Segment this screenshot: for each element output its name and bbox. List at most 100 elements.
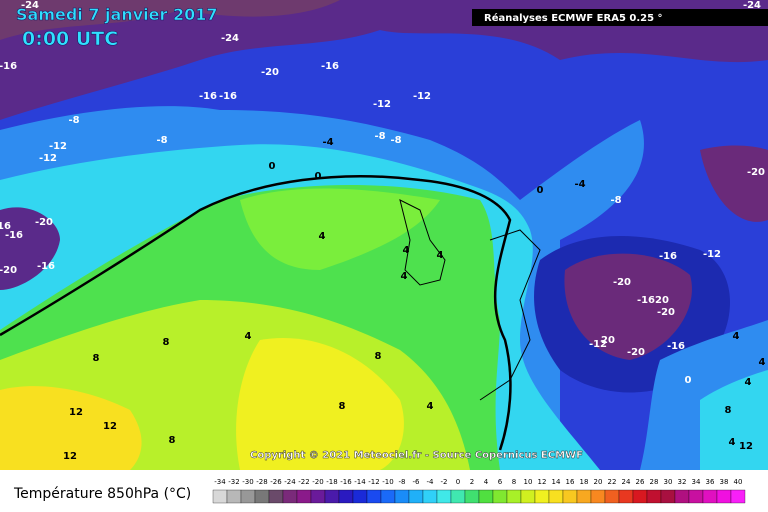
legend-tick-label: 12 <box>538 478 547 486</box>
contour-label: 20 <box>601 335 615 346</box>
legend-title: Température 850hPa (°C) <box>13 486 191 502</box>
contour-label: -20 <box>747 167 765 178</box>
contour-label: -8 <box>390 135 401 146</box>
contour-label: -16 <box>5 230 23 241</box>
contour-label: -12 <box>703 249 721 260</box>
legend-tick-label: -6 <box>413 478 421 486</box>
legend-tick-label: 40 <box>734 478 743 486</box>
contour-label: 4 <box>401 271 408 282</box>
contour-label: -16 <box>37 261 55 272</box>
contour-label: -4 <box>574 179 585 190</box>
legend-tick-label: 38 <box>720 478 729 486</box>
legend-tick-label: 26 <box>636 478 645 486</box>
color-swatch <box>408 489 424 504</box>
legend-tick-label: 10 <box>524 478 533 486</box>
contour-label: -16 <box>321 61 339 72</box>
legend-tick-label: 0 <box>456 478 460 486</box>
contour-label: -20 <box>0 265 17 276</box>
color-swatch <box>520 489 536 504</box>
contour-label: -20 <box>627 347 645 358</box>
region <box>700 145 768 222</box>
color-swatch <box>730 489 746 504</box>
legend-tick-label: 20 <box>594 478 603 486</box>
legend-tick-label: 6 <box>498 478 503 486</box>
region <box>0 0 340 40</box>
contour-label: -24 <box>221 33 239 44</box>
color-swatch <box>310 489 326 504</box>
colorbar: -34 -32 -30 -28 -26 -24 -22 -20 -18 -16 -14 -12 -10-… <box>212 478 746 504</box>
color-swatch <box>366 489 382 504</box>
color-swatch <box>282 489 298 504</box>
source-box <box>472 9 768 26</box>
region <box>564 253 692 360</box>
map-labels: -24 -24-24-16-20-16-16 -16-12-12-8-12-12-8… <box>0 0 766 462</box>
contour-label: 4 <box>245 331 252 342</box>
color-swatch <box>646 489 662 504</box>
contour-label: 8 <box>93 353 100 364</box>
contour-label: -16 <box>199 91 217 102</box>
zero-contour <box>0 175 512 451</box>
color-swatch <box>226 489 242 504</box>
legend-tick-label: -32 <box>228 478 239 486</box>
legend-tick-label: -10 <box>382 478 393 486</box>
contour-label: 4 <box>745 377 752 388</box>
contour-label: 8 <box>339 401 346 412</box>
contour-label: -12 <box>373 99 391 110</box>
color-swatch <box>352 489 368 504</box>
color-swatch <box>506 489 522 504</box>
contour-label: -12 <box>589 339 607 350</box>
color-swatch <box>436 489 452 504</box>
legend-tick-label: -18 <box>326 478 337 486</box>
legend-tick-label: -26 <box>270 478 282 486</box>
source: Réanalyses ECMWF ERA5 0.25 ° <box>484 12 663 24</box>
color-swatch <box>212 489 228 504</box>
color-swatch <box>422 489 438 504</box>
contour-label: -24 <box>743 0 761 11</box>
legend-tick-label: 18 <box>580 478 589 486</box>
contour-label: 20 <box>655 295 669 306</box>
contour-label: 4 <box>437 250 444 261</box>
color-swatch <box>492 489 508 504</box>
legend-tick-label: 24 <box>622 478 631 486</box>
color-swatch <box>478 489 494 504</box>
contour-label: 4 <box>759 357 766 368</box>
region <box>0 0 768 120</box>
contour-label: -4 <box>322 137 333 148</box>
legend-tick-label: 8 <box>512 478 516 486</box>
contour-label: -12 <box>49 141 67 152</box>
color-swatch <box>254 489 270 504</box>
contour-label: -20 <box>657 307 675 318</box>
legend-tick-label: 22 <box>608 478 617 486</box>
contour-label: -20 <box>35 217 53 228</box>
contour-label: 12 <box>69 407 83 418</box>
contour-label: 0 <box>685 375 692 386</box>
contour-label: 8 <box>169 435 176 446</box>
legend-tick-label: -2 <box>441 478 448 486</box>
contour-label: -8 <box>68 115 79 126</box>
contour-label: -16 <box>637 295 655 306</box>
color-swatch <box>268 489 284 504</box>
legend-tick-label: 32 <box>678 478 687 486</box>
color-swatch <box>296 489 312 504</box>
legend-tick-label: 14 <box>552 478 561 486</box>
color-swatch <box>660 489 676 504</box>
contour-label: -8 <box>610 195 621 206</box>
color-swatch <box>338 489 354 504</box>
contour-label: 4 <box>319 231 326 242</box>
contour-label: 0 <box>269 161 276 172</box>
legend-tick-label: -4 <box>427 478 435 486</box>
legend-tick-label: -22 <box>298 478 309 486</box>
contour-label: -8 <box>374 131 385 142</box>
legend-tick-label: 2 <box>470 478 474 486</box>
contour-label: -8 <box>156 135 167 146</box>
map <box>0 0 768 470</box>
region <box>0 207 60 290</box>
legend-tick-label: -16 <box>340 478 352 486</box>
color-swatch <box>590 489 606 504</box>
legend-tick-label: -8 <box>399 478 406 486</box>
legend-tick-label: -20 <box>312 478 323 486</box>
contour-label: 4 <box>729 437 736 448</box>
contour-label: 0 <box>315 171 322 182</box>
legend-tick-label: 4 <box>484 478 489 486</box>
contour-label: 0 <box>537 185 544 196</box>
